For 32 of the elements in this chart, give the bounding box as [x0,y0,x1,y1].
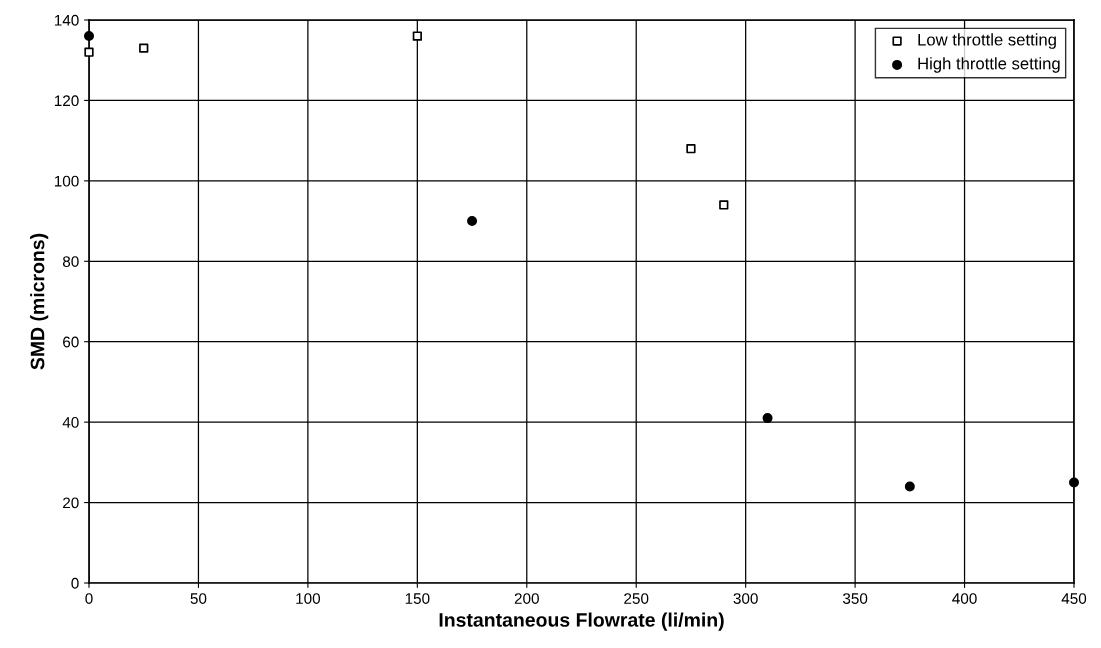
x-tick-label: 150 [405,593,430,604]
legend-label: High throttle setting [918,57,1060,73]
y-tick-label: 140 [54,14,79,26]
point [83,31,95,42]
y-axis-title: SMD (microns) [30,233,49,370]
x-tick-label: 350 [842,593,868,604]
y-tick-label: 0 [71,577,79,589]
y-tick-label: 80 [62,256,79,267]
legend-label: Low throttle setting [918,33,1056,49]
point [719,200,729,210]
y-tick-label: 120 [54,95,79,107]
point [467,216,478,227]
x-tick-label: 250 [624,593,649,604]
x-tick-label: 300 [733,593,758,604]
x-tick-label: 50 [190,593,207,604]
x-tick-label: 450 [1061,593,1087,604]
y-tick-label: 60 [63,336,79,348]
y-tick-label: 100 [54,175,79,187]
point [686,144,696,154]
point [1068,477,1080,488]
x-tick-label: 200 [514,593,539,604]
point [412,31,422,41]
y-tick-label: 20 [63,497,79,509]
point [84,47,94,57]
point [904,481,915,492]
point [139,43,149,53]
x-tick-label: 0 [85,593,93,604]
y-tick-label: 40 [62,417,79,428]
x-axis-title: Instantaneous Flowrate (li/min) [439,612,724,631]
point [762,413,773,424]
x-tick-label: 400 [952,593,977,604]
x-tick-label: 100 [296,593,321,604]
